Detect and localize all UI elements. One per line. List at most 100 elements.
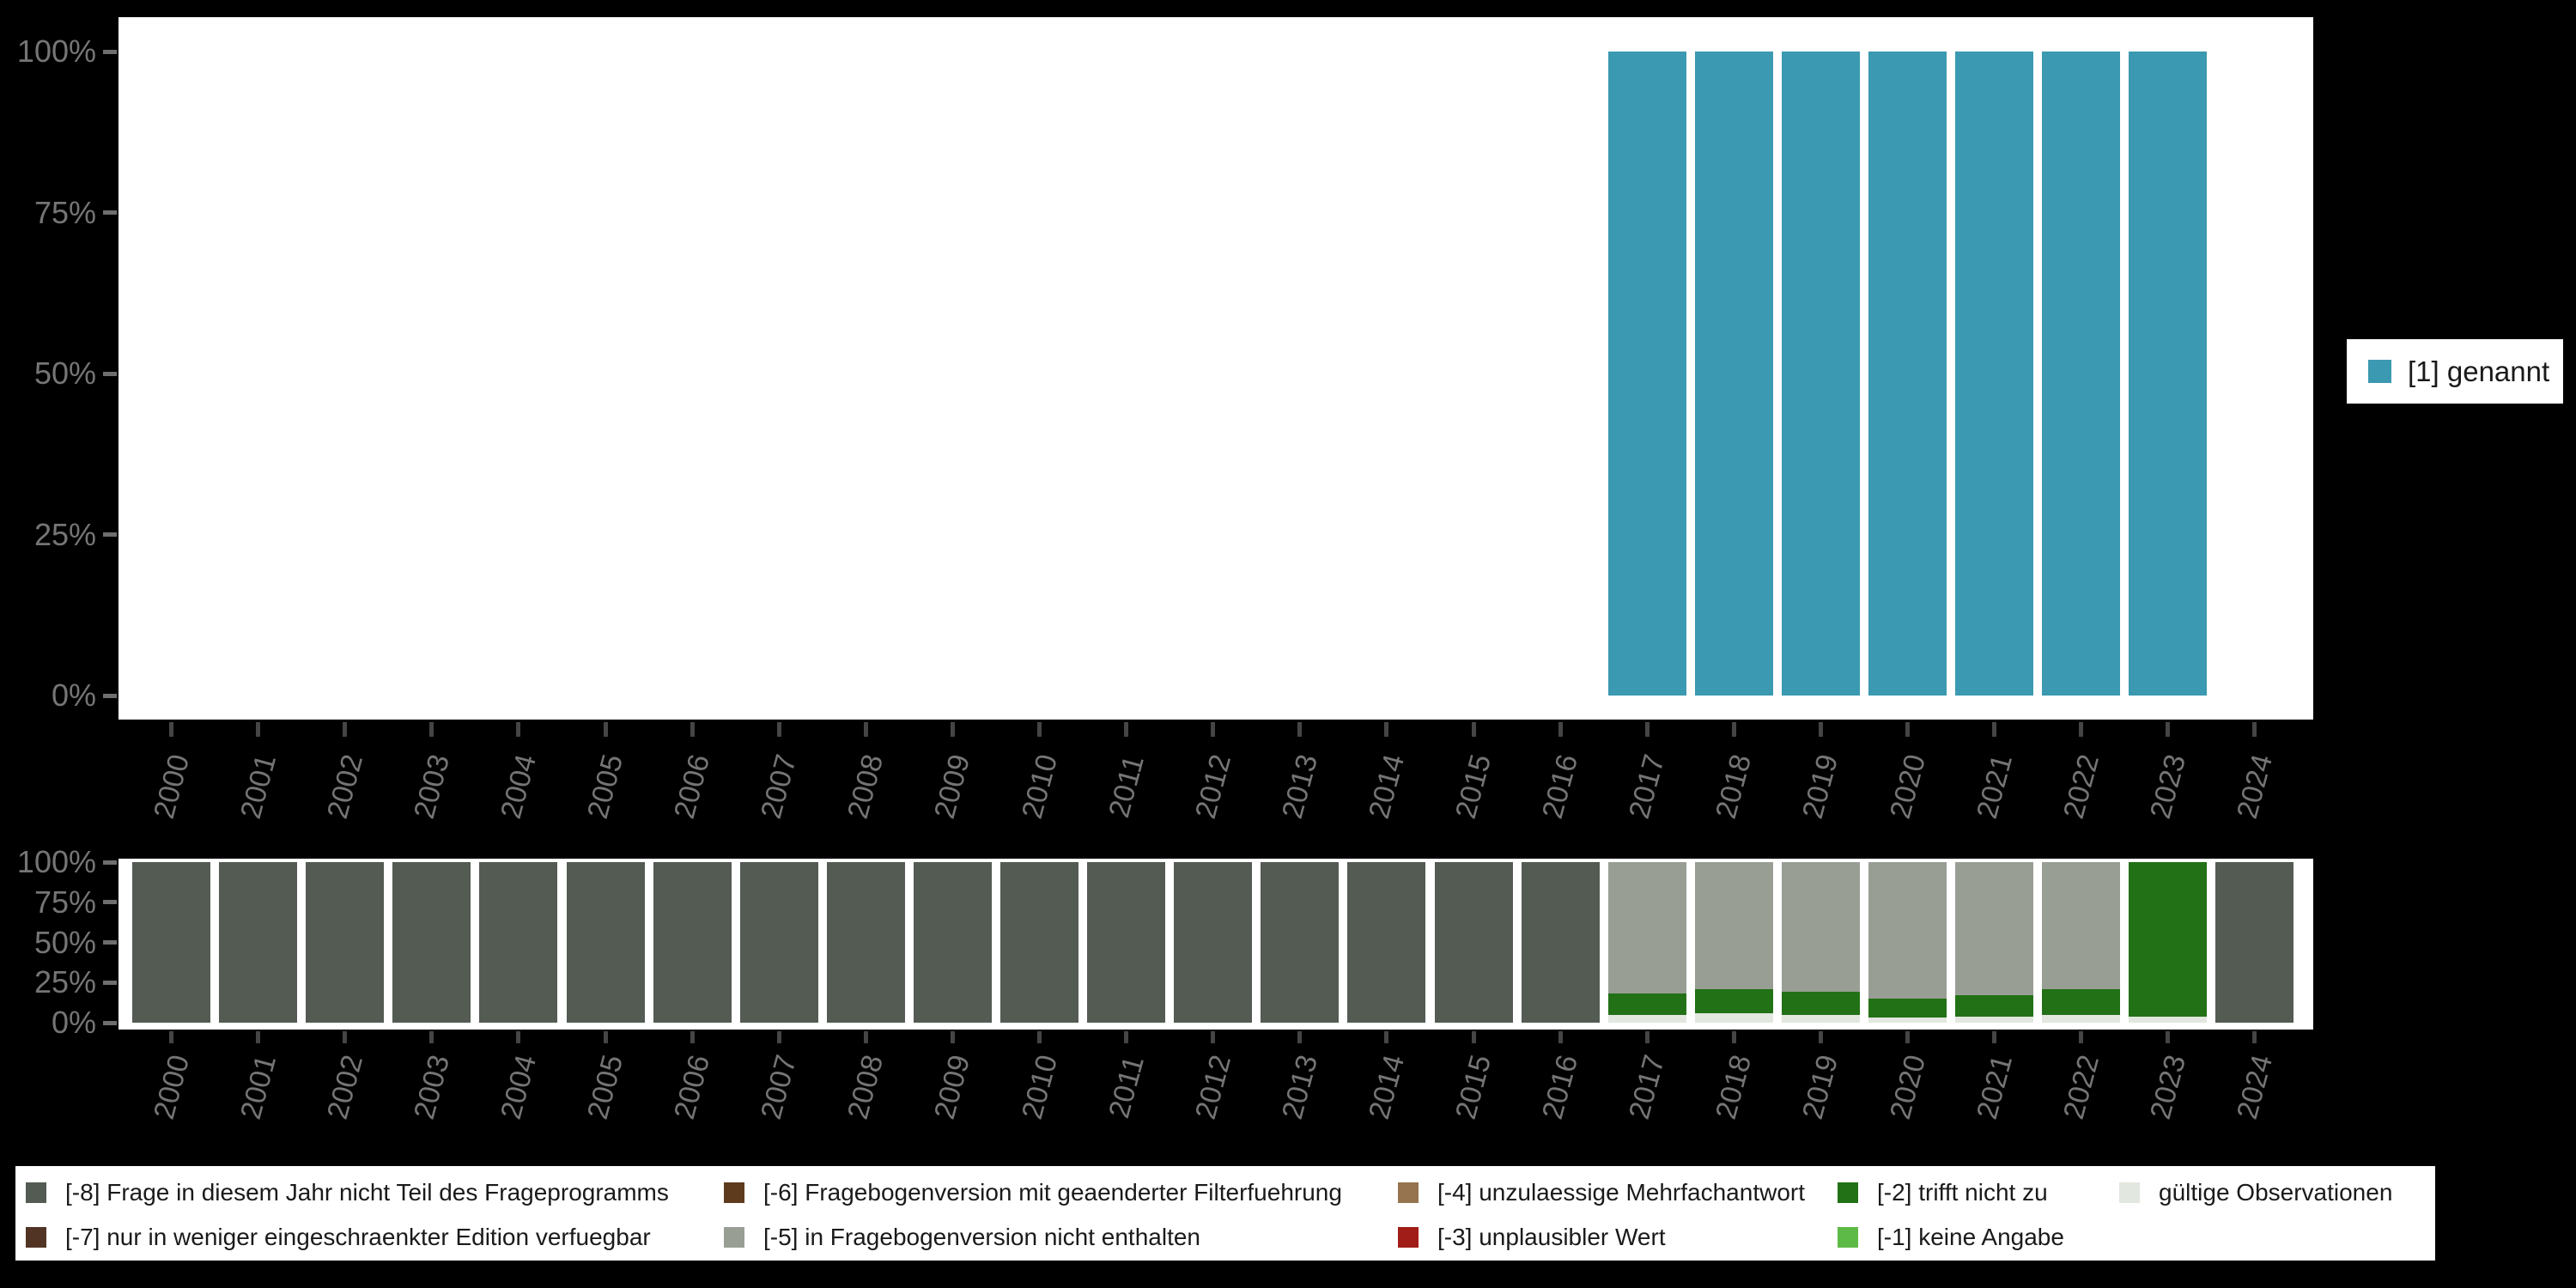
bottom-chart-ytick <box>103 900 117 904</box>
segment-2002-series0 <box>306 862 384 1023</box>
bar-2019-genannt <box>1782 52 1860 696</box>
legend-swatch-minus1 <box>1838 1227 1858 1248</box>
legend-label-minus2: [-2] trifft nicht zu <box>1877 1178 2048 1207</box>
segment-2004-series0 <box>479 862 557 1023</box>
bottom-axis-xlabel-2002: 2002 <box>314 1025 375 1150</box>
bar-2022-genannt <box>2042 52 2120 696</box>
segment-2011-series0 <box>1087 862 1165 1023</box>
segment-2012-series0 <box>1174 862 1252 1023</box>
bottom-chart-ylabel: 50% <box>3 924 96 962</box>
segment-2023-series8 <box>2129 1017 2207 1023</box>
segment-2019-series8 <box>1782 1015 1860 1023</box>
segment-2006-series0 <box>653 862 732 1023</box>
segment-2016-series0 <box>1522 862 1600 1023</box>
segment-2024-series0 <box>2215 862 2293 1023</box>
frequency-plot-figure: [1] genannt [-8] Frage in diesem Jahr ni… <box>0 0 2576 1288</box>
bottom-axis-xlabel-2006: 2006 <box>662 1025 723 1150</box>
segment-2018-series6 <box>1695 989 1773 1013</box>
bar-2018-genannt <box>1695 52 1773 696</box>
legend-label-genannt: [1] genannt <box>2408 355 2549 388</box>
bottom-axis-xlabel-2016: 2016 <box>1530 1025 1591 1150</box>
bottom-axis-xlabel-2008: 2008 <box>835 1025 896 1150</box>
top-chart-ytick <box>103 694 117 698</box>
bottom-axis-xlabel-2000: 2000 <box>141 1025 202 1150</box>
bottom-chart-ytick <box>103 981 117 985</box>
bottom-axis-xlabel-2024: 2024 <box>2224 1025 2285 1150</box>
top-axis-xlabel-2000: 2000 <box>141 725 202 849</box>
bottom-axis-xlabel-2017: 2017 <box>1617 1025 1678 1150</box>
bottom-axis-xlabel-2010: 2010 <box>1009 1025 1070 1150</box>
bottom-axis-xlabel-2007: 2007 <box>749 1025 810 1150</box>
top-chart-ytick <box>103 50 117 54</box>
top-chart-ylabel: 25% <box>3 516 96 554</box>
top-axis-xlabel-2017: 2017 <box>1617 725 1678 849</box>
segment-2019-series6 <box>1782 992 1860 1014</box>
bottom-axis-xlabel-2021: 2021 <box>1964 1025 2025 1150</box>
segment-2020-series6 <box>1868 999 1947 1018</box>
segment-2013-series0 <box>1261 862 1339 1023</box>
segment-2021-series8 <box>1955 1017 2033 1023</box>
legend-label-valid: gültige Observationen <box>2159 1178 2392 1207</box>
bottom-axis-xlabel-2011: 2011 <box>1096 1025 1157 1150</box>
segment-2005-series0 <box>567 862 645 1023</box>
bottom-axis-xlabel-2013: 2013 <box>1269 1025 1330 1150</box>
bottom-axis-xlabel-2023: 2023 <box>2137 1025 2198 1150</box>
segment-2018-series3 <box>1695 862 1773 989</box>
segment-2019-series3 <box>1782 862 1860 992</box>
bottom-axis-xlabel-2003: 2003 <box>401 1025 462 1150</box>
top-chart-panel <box>118 17 2313 720</box>
legend-swatch-minus8 <box>26 1182 46 1203</box>
legend-swatch-minus4 <box>1398 1182 1419 1203</box>
legend-label-minus7: [-7] nur in weniger eingeschraenkter Edi… <box>65 1223 651 1252</box>
top-chart-ylabel: 75% <box>3 194 96 232</box>
top-chart-ylabel: 100% <box>3 33 96 70</box>
missing-values-legend: [-8] Frage in diesem Jahr nicht Teil des… <box>15 1166 2435 1261</box>
legend-swatch-minus6 <box>724 1182 744 1203</box>
segment-2022-series3 <box>2042 862 2120 989</box>
legend-swatch-minus2 <box>1838 1182 1858 1203</box>
bottom-axis-xlabel-2015: 2015 <box>1443 1025 1504 1150</box>
segment-2009-series0 <box>914 862 992 1023</box>
top-axis-xlabel-2011: 2011 <box>1096 725 1157 849</box>
top-legend: [1] genannt <box>2347 339 2563 404</box>
top-axis-xlabel-2008: 2008 <box>835 725 896 849</box>
legend-swatch-genannt <box>2368 360 2391 383</box>
top-axis-xlabel-2003: 2003 <box>401 725 462 849</box>
bottom-chart-ytick <box>103 940 117 945</box>
legend-label-minus8: [-8] Frage in diesem Jahr nicht Teil des… <box>65 1178 669 1207</box>
segment-2020-series8 <box>1868 1018 1947 1023</box>
top-axis-xlabel-2016: 2016 <box>1530 725 1591 849</box>
segment-2022-series6 <box>2042 989 2120 1015</box>
bottom-chart-ylabel: 25% <box>3 963 96 1001</box>
top-axis-xlabel-2019: 2019 <box>1790 725 1851 849</box>
bar-2017-genannt <box>1608 52 1686 696</box>
segment-2007-series0 <box>740 862 818 1023</box>
top-chart-ytick <box>103 372 117 376</box>
segment-2003-series0 <box>392 862 471 1023</box>
top-axis-xlabel-2024: 2024 <box>2224 725 2285 849</box>
legend-label-minus5: [-5] in Fragebogenversion nicht enthalte… <box>763 1223 1200 1252</box>
segment-2017-series8 <box>1608 1015 1686 1023</box>
legend-swatch-minus5 <box>724 1227 744 1248</box>
segment-2021-series3 <box>1955 862 2033 995</box>
bottom-axis-xlabel-2022: 2022 <box>2050 1025 2111 1150</box>
top-axis-xlabel-2004: 2004 <box>488 725 549 849</box>
segment-2022-series8 <box>2042 1015 2120 1023</box>
legend-label-minus4: [-4] unzulaessige Mehrfachantwort <box>1437 1178 1805 1207</box>
top-axis-xlabel-2023: 2023 <box>2137 725 2198 849</box>
bottom-chart-ylabel: 0% <box>3 1004 96 1042</box>
bottom-chart-ylabel: 75% <box>3 884 96 921</box>
top-axis-xlabel-2015: 2015 <box>1443 725 1504 849</box>
segment-2023-series6 <box>2129 862 2207 1017</box>
top-axis-xlabel-2001: 2001 <box>228 725 289 849</box>
segment-2000-series0 <box>132 862 210 1023</box>
bottom-axis-xlabel-2020: 2020 <box>1877 1025 1938 1150</box>
segment-2014-series0 <box>1347 862 1425 1023</box>
bar-2023-genannt <box>2129 52 2207 696</box>
legend-label-minus6: [-6] Fragebogenversion mit geaenderter F… <box>763 1178 1342 1207</box>
bottom-chart-panel <box>118 859 2313 1030</box>
legend-label-minus1: [-1] keine Angabe <box>1877 1223 2064 1252</box>
top-axis-xlabel-2005: 2005 <box>574 725 635 849</box>
top-axis-xlabel-2009: 2009 <box>922 725 983 849</box>
bottom-axis-xlabel-2019: 2019 <box>1790 1025 1851 1150</box>
